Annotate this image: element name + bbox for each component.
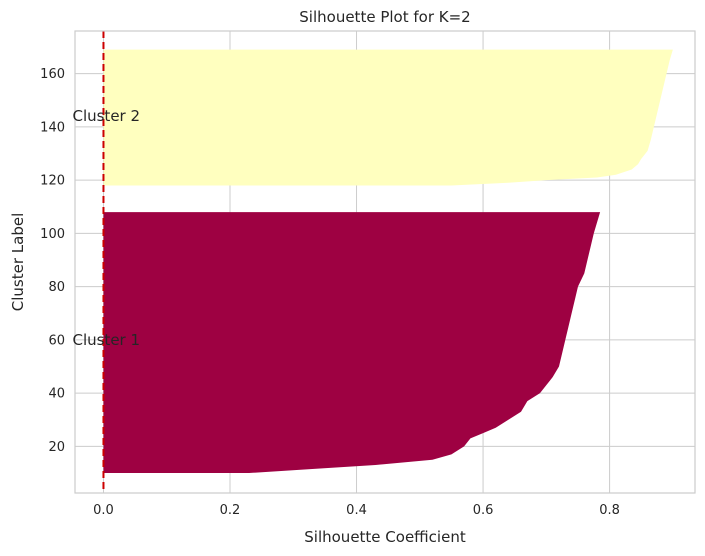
silhouette-area-cluster-2 [103, 49, 673, 186]
y-tick-label: 20 [48, 440, 65, 455]
x-tick-label: 0.6 [473, 503, 494, 518]
silhouette-areas [103, 49, 673, 474]
y-tick-label: 160 [40, 67, 65, 82]
x-tick-labels: 0.0 0.2 0.4 0.6 0.8 [93, 503, 620, 518]
cluster-label: Cluster 1 [72, 331, 140, 349]
x-tick-label: 0.4 [346, 503, 367, 518]
y-tick-labels: 20 40 60 80 100 120 140 160 [40, 67, 65, 455]
silhouette-area-cluster-1 [103, 212, 601, 474]
y-tick-label: 100 [40, 227, 65, 242]
x-axis-label: Silhouette Coefficient [304, 528, 466, 546]
x-tick-label: 0.0 [93, 503, 114, 518]
y-tick-label: 140 [40, 120, 65, 135]
x-tick-label: 0.2 [220, 503, 241, 518]
cluster-labels: Cluster 1 Cluster 2 [72, 107, 140, 349]
y-tick-label: 120 [40, 174, 65, 189]
x-tick-label: 0.8 [599, 503, 620, 518]
plot-frame [74, 30, 696, 494]
cluster-label: Cluster 2 [72, 107, 140, 125]
y-tick-label: 60 [48, 333, 65, 348]
y-axis-label: Cluster Label [9, 213, 27, 311]
y-tick-label: 80 [48, 280, 65, 295]
chart-title: Silhouette Plot for K=2 [299, 8, 470, 26]
y-tick-label: 40 [48, 387, 65, 402]
